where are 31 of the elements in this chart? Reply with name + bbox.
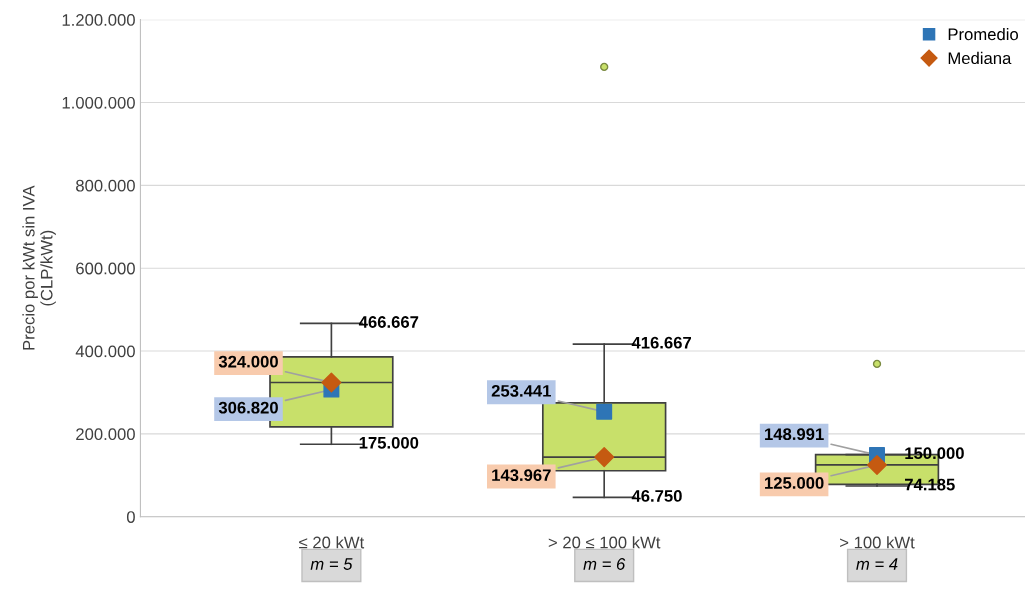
- annotation: 46.750: [631, 490, 682, 502]
- y-tick-label: 1.000.000: [62, 96, 135, 109]
- text: m = 4: [856, 558, 898, 570]
- point: [866, 454, 888, 475]
- text: m = 5: [310, 558, 353, 570]
- annotation: 150.000: [905, 447, 964, 460]
- text: m = 6: [583, 558, 626, 570]
- y-tick-label: 0: [126, 511, 135, 523]
- x-tick-label: ≤ 20 kWt: [299, 536, 365, 549]
- annotation: 175.000: [359, 436, 419, 449]
- y-tick-label: 400.000: [75, 345, 135, 358]
- legend-label: Promedio: [948, 28, 1019, 41]
- point: [594, 447, 615, 468]
- annotation: 416.667: [631, 336, 691, 349]
- x-tick-label: > 100 kWt: [840, 536, 915, 549]
- annotation: 466.667: [358, 316, 419, 328]
- y-tick-label: 1.200.000: [62, 14, 135, 26]
- y-tick-label: 600.000: [76, 262, 135, 275]
- data-label: 143.967: [492, 469, 551, 482]
- data-label: 148.991: [765, 428, 824, 441]
- y-tick-label: 200.000: [76, 428, 135, 441]
- x-tick-label: > 20 ≤ 100 kWt: [548, 536, 661, 549]
- point: [596, 403, 613, 420]
- data-label: 306.820: [218, 401, 278, 414]
- point: [321, 372, 342, 393]
- data-label: 125.000: [765, 477, 824, 489]
- y-tick-label: 800.000: [76, 179, 135, 192]
- data-label: 324.000: [218, 355, 278, 368]
- y-axis-title: Precio por kWt sin IVA (CLP/kWt): [22, 185, 56, 350]
- legend-label: Mediana: [948, 51, 1012, 65]
- data-label: 253.441: [491, 384, 551, 397]
